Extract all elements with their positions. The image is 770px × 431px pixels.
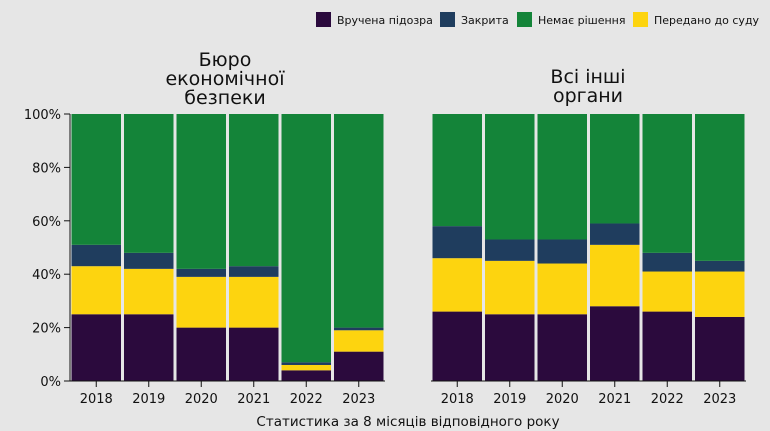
bar-segment [71,266,121,315]
x-tick-label: 2019 [132,392,165,407]
bar-segment [432,114,482,227]
legend-label-court: Передано до суду [654,14,760,27]
bar-segment [695,260,745,272]
y-tick-label: 100% [24,108,61,123]
bar-segment [695,114,745,261]
bar-segment [590,306,640,381]
x-tick-label: 2020 [546,392,579,407]
y-tick-label: 60% [32,215,61,230]
legend-swatch-court [633,12,648,27]
bar-segment [485,260,535,315]
bar-segment [229,114,279,267]
bar-segment [590,114,640,224]
bar-segment [334,351,384,381]
bar-segment [537,114,587,240]
legend-item-none: Немає рішення [517,12,625,27]
bar-segment [537,314,587,381]
legend-item-court: Передано до суду [633,12,760,27]
bar-segment [695,271,745,317]
legend-swatch-suspect [316,12,331,27]
bar-segment [485,114,535,240]
bar-segment [537,263,587,315]
y-tick-label: 20% [32,322,61,337]
x-tick-label: 2021 [237,392,270,407]
x-tick-label: 2023 [342,392,375,407]
bar-segment [642,114,692,253]
bar-segment [334,327,384,331]
x-tick-label: 2018 [441,392,474,407]
bar-segment [485,239,535,261]
bar-segment [71,114,121,245]
panel-title-line: безпеки [184,87,265,109]
bar-segment [485,314,535,381]
bar-segment [124,114,174,253]
bar-segment [229,266,279,277]
x-axis-caption: Статистика за 8 місяців відповідного рок… [256,414,559,430]
bar-segment [642,311,692,381]
legend-item-closed: Закрита [440,12,509,27]
panel-title-line: Всі інші [550,66,625,88]
x-tick-label: 2019 [493,392,526,407]
bar-segment [176,276,226,328]
bar-segment [124,314,174,381]
bar-segment [590,223,640,245]
legend-label-suspect: Вручена підозра [337,14,433,27]
bar-segment [695,316,745,381]
bar-segment [124,268,174,315]
x-tick-label: 2022 [651,392,684,407]
bar-segment [176,268,226,277]
bar-segment [334,114,384,328]
bar-segment [642,252,692,272]
bar-segment [281,364,331,371]
y-tick-label: 40% [32,268,61,283]
bar-segment [432,226,482,259]
legend-swatch-none [517,12,532,27]
x-tick-label: 2018 [80,392,113,407]
panel-title-line: Бюро [199,49,252,71]
bar-segment [229,276,279,328]
legend-label-none: Немає рішення [538,14,625,27]
x-tick-label: 2021 [598,392,631,407]
bar-segment [124,252,174,269]
bar-segment [71,244,121,267]
x-tick-label: 2022 [290,392,323,407]
x-tick-label: 2023 [703,392,736,407]
bar-segment [176,114,226,269]
bar-segment [432,311,482,381]
bar-segment [537,239,587,264]
bar-segment [229,327,279,381]
y-tick-label: 0% [40,375,61,390]
panel-title-line: органи [553,85,623,107]
bar-segment [432,258,482,312]
x-tick-label: 2020 [185,392,218,407]
legend-label-closed: Закрита [461,14,509,27]
legend-item-suspect: Вручена підозра [316,12,433,27]
bar-segment [281,114,331,363]
y-tick-label: 80% [32,161,61,176]
bar-segment [281,370,331,381]
panel-title-line: економічної [165,68,285,90]
bar-segment [71,314,121,381]
bar-segment [281,362,331,365]
legend-swatch-closed [440,12,455,27]
bar-segment [642,271,692,312]
legend: Вручена підозра Закрита Немає рішення Перед… [316,12,760,27]
bar-segment [176,327,226,381]
bar-segment [590,244,640,307]
bar-segment [334,330,384,352]
